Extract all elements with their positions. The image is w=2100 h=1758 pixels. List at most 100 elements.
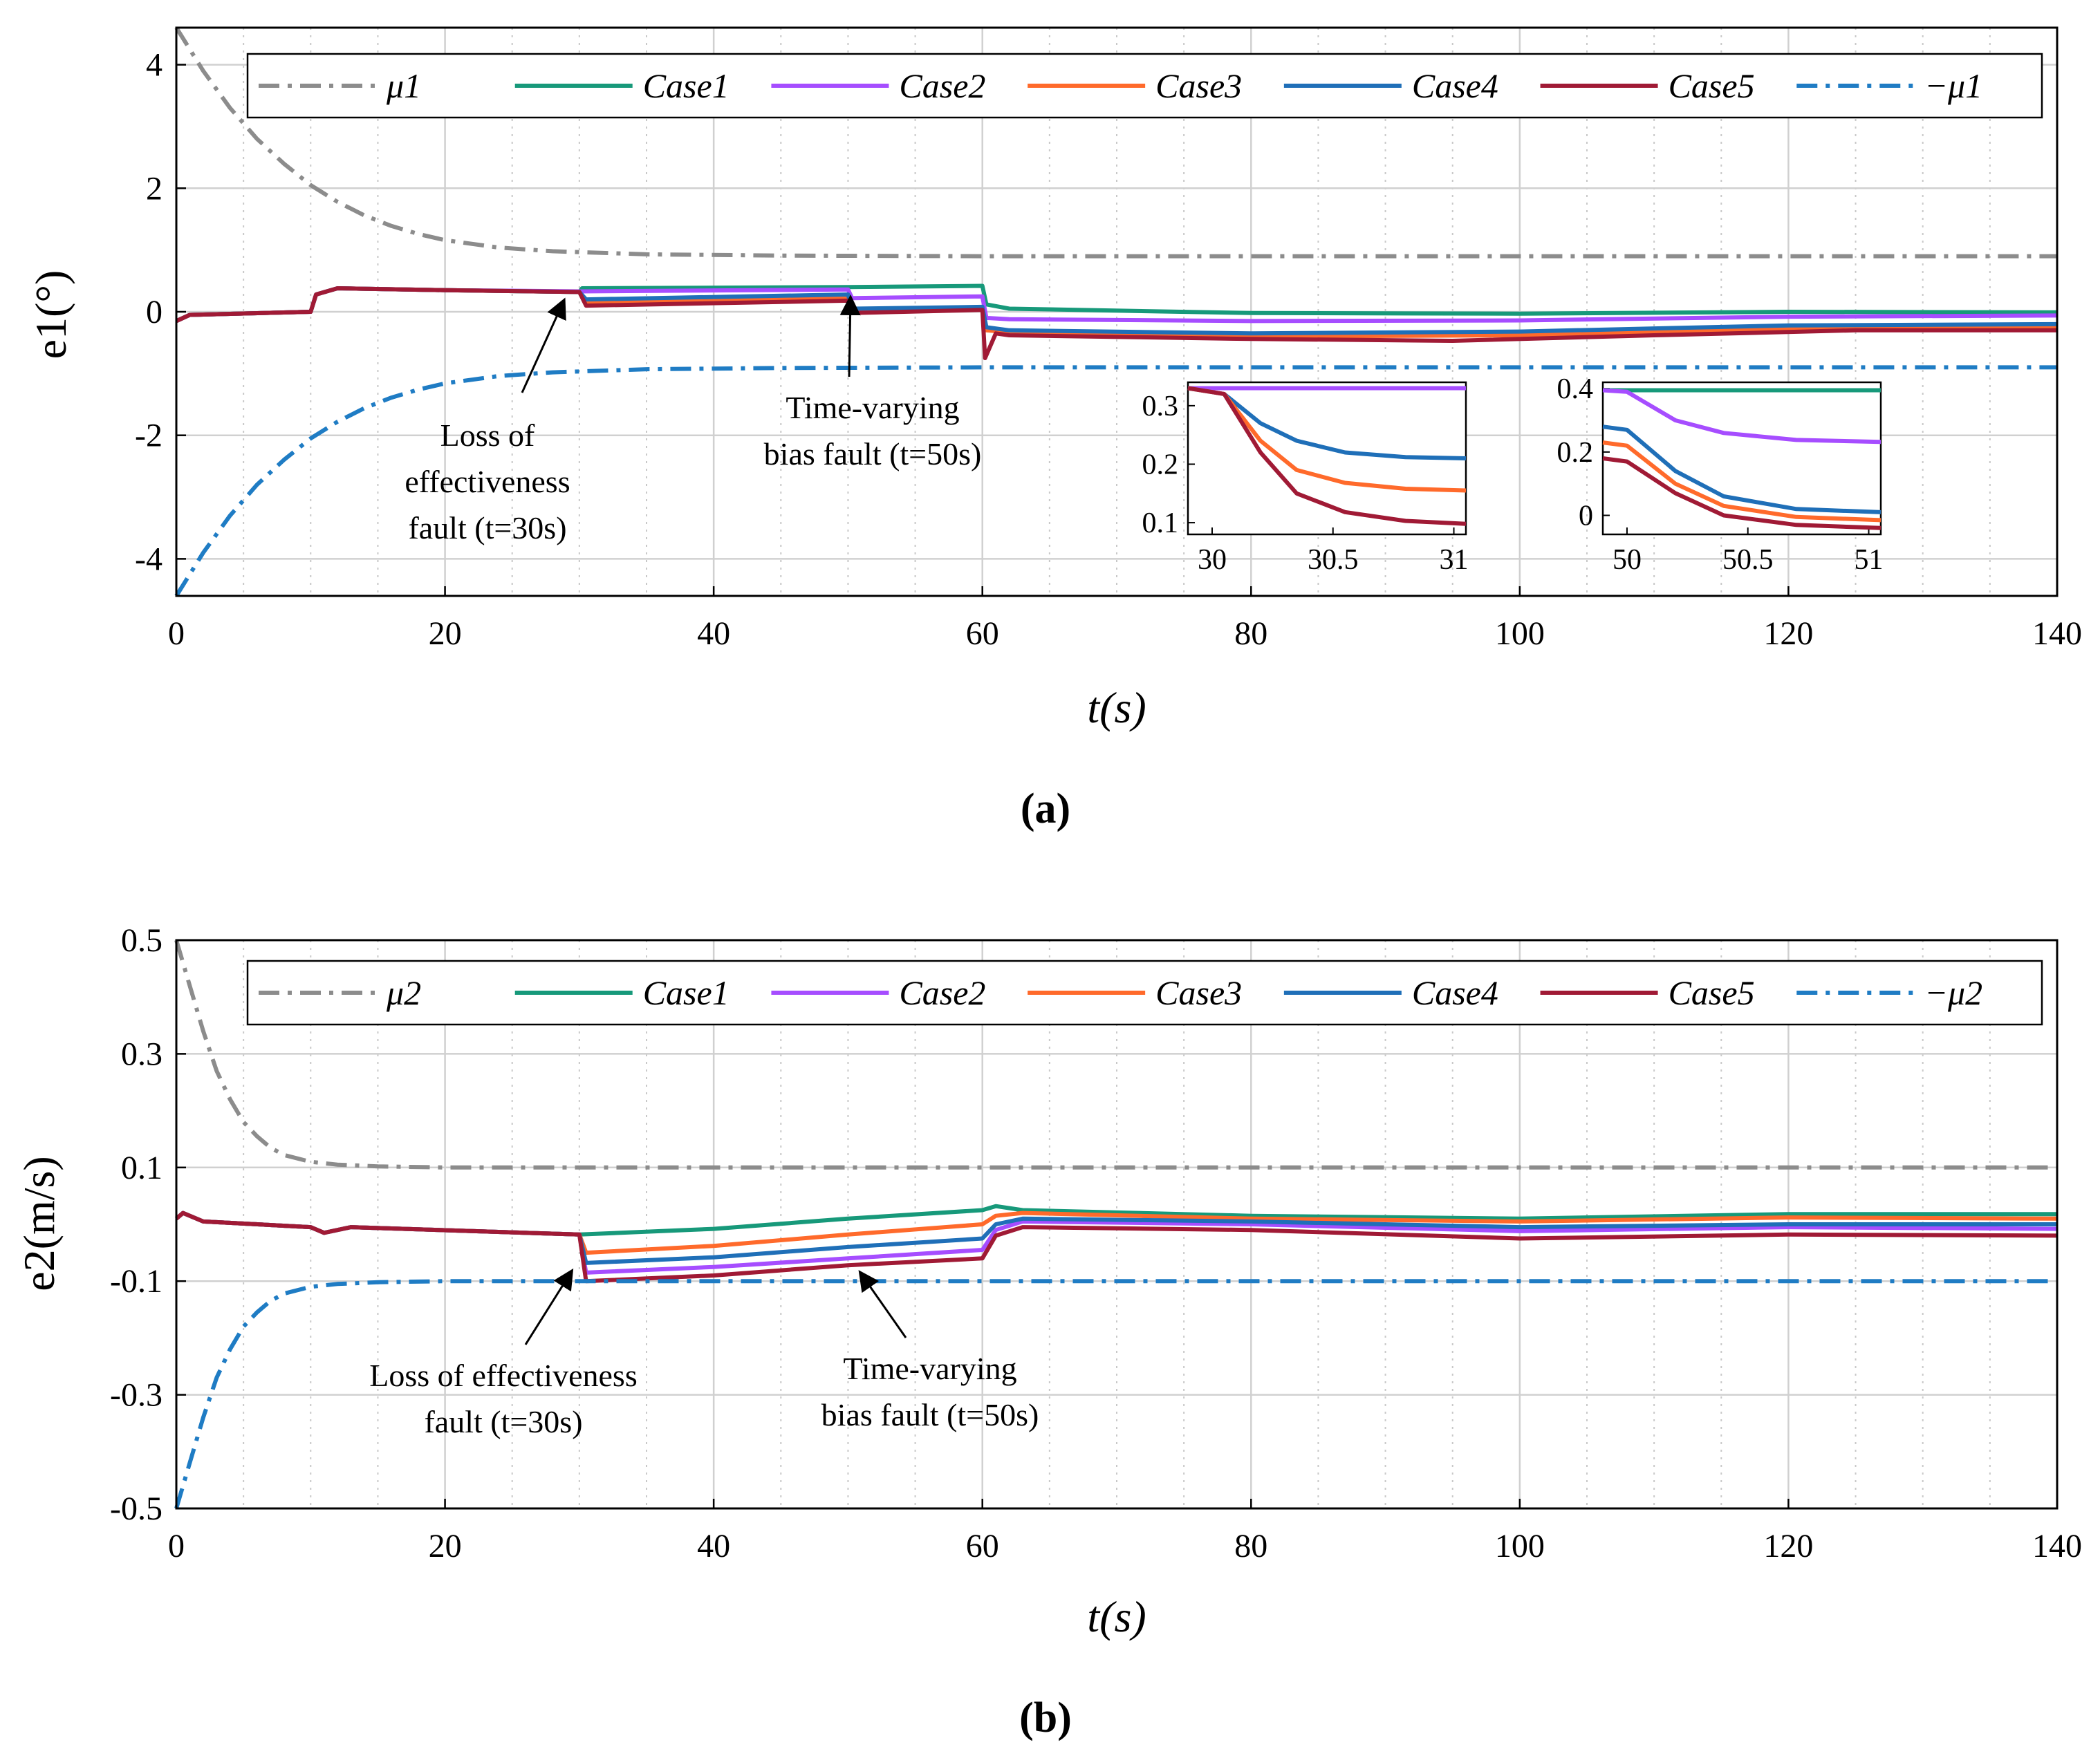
inset-y-tick-label: 0.3 — [1142, 391, 1179, 422]
series-line-mu — [174, 939, 2057, 1170]
y-tick-label: -0.3 — [110, 1377, 162, 1414]
legend-label-mu: μ1 — [386, 66, 421, 105]
inset-y-tick-label: 0.1 — [1142, 507, 1179, 539]
legend-label-mu: μ2 — [386, 973, 421, 1012]
x-axis-label-a: t(s) — [1087, 683, 1146, 732]
legend-label-neg_mu: −μ2 — [1924, 973, 1982, 1012]
inset-x-tick-label: 31 — [1440, 544, 1469, 576]
annotation-line: Time-varying — [843, 1351, 1016, 1386]
x-tick-label: 0 — [168, 1528, 185, 1564]
series-group-b — [174, 939, 2058, 1509]
chart-panel-b: 0 20 40 60 80 100 120 140 -0.5 -0.3 -0.1 0.1 0.3 0.5… — [15, 922, 2082, 1641]
y-tick-labels-a: -4 -2 0 2 4 — [135, 47, 186, 577]
caption-b: (b) — [1019, 1694, 1072, 1741]
chart-panel-a: 0 20 40 60 80 100 120 140 -4 -2 0 2 4 t(s) e1(°) Lo… — [26, 26, 2082, 732]
annotation-bias-a: Time-varying bias fault (t=50s) — [764, 294, 982, 471]
x-tick-label: 140 — [2032, 1528, 2082, 1564]
y-tick-label: 0.3 — [121, 1036, 162, 1072]
x-tick-label: 60 — [966, 615, 999, 652]
inset-series-line-case5 — [1602, 456, 1881, 530]
legend-label-case3: Case3 — [1155, 973, 1242, 1012]
annotation-arrow — [839, 294, 861, 377]
x-tick-label: 20 — [429, 1528, 462, 1564]
y-tick-label: -4 — [135, 541, 162, 577]
legend-label-neg_mu: −μ1 — [1924, 66, 1982, 105]
legend-label-case4: Case4 — [1412, 66, 1498, 105]
annotation-line: bias fault (t=50s) — [764, 436, 982, 471]
caption-a: (a) — [1021, 785, 1070, 832]
x-tick-label: 140 — [2032, 615, 2082, 652]
inset-x-tick-label: 50.5 — [1722, 544, 1774, 576]
y-tick-label: -0.1 — [110, 1263, 162, 1300]
annotation-loss-a: Loss of effectiveness fault (t=30s) — [405, 297, 570, 545]
x-tick-labels-a: 0 20 40 60 80 100 120 140 — [168, 586, 2082, 652]
inset-y-tick-label: 0.2 — [1557, 437, 1594, 469]
inset-y-tick-label: 0.4 — [1557, 373, 1594, 405]
legend-label-case5: Case5 — [1669, 66, 1755, 105]
legend-b: μ2 Case1 Case2 Case3 Case4 Case5 −μ2 — [246, 960, 2043, 1026]
x-axis-label-b: t(s) — [1087, 1592, 1146, 1641]
annotation-arrow — [521, 297, 566, 393]
x-tick-label: 80 — [1234, 1528, 1267, 1564]
annotation-line: Loss of — [440, 418, 535, 453]
inset-series-line-case4 — [1602, 424, 1881, 514]
annotation-line: Time-varying — [786, 390, 959, 425]
x-tick-label: 120 — [1763, 615, 1813, 652]
inset-y-tick-label: 0 — [1579, 501, 1593, 532]
x-tick-label: 40 — [697, 1528, 730, 1564]
annotation-line: effectiveness — [405, 464, 570, 499]
plot-frame-b — [175, 939, 2059, 1510]
y-tick-label: 2 — [146, 170, 162, 207]
annotation-line: Loss of effectiveness — [369, 1358, 637, 1393]
y-tick-label: 4 — [146, 47, 162, 84]
annotation-arrow — [524, 1268, 574, 1345]
annotation-line: bias fault (t=50s) — [821, 1397, 1039, 1432]
y-tick-label: -0.5 — [110, 1490, 162, 1527]
x-tick-label: 100 — [1495, 615, 1545, 652]
annotation-line: fault (t=30s) — [424, 1404, 582, 1439]
x-tick-label: 80 — [1234, 615, 1267, 652]
legend-label-case5: Case5 — [1669, 973, 1755, 1012]
inset-x-tick-label: 50 — [1613, 544, 1642, 576]
legend-label-case3: Case3 — [1155, 66, 1242, 105]
y-tick-label: 0.1 — [121, 1150, 162, 1186]
inset-zoom-50s: 50 50.5 51 0 0.2 0.4 — [1557, 373, 1884, 576]
annotation-line: fault (t=30s) — [408, 510, 566, 545]
annotation-bias-b: Time-varying bias fault (t=50s) — [821, 1270, 1039, 1432]
inset-x-tick-label: 30.5 — [1308, 544, 1359, 576]
x-tick-label: 40 — [697, 615, 730, 652]
y-tick-labels-b: -0.5 -0.3 -0.1 0.1 0.3 0.5 — [110, 922, 186, 1527]
inset-x-tick-label: 30 — [1198, 544, 1227, 576]
y-tick-label: -2 — [135, 418, 162, 454]
series-line-neg_mu — [174, 1279, 2057, 1509]
series-line-case5 — [175, 1210, 2058, 1284]
annotation-arrow — [858, 1270, 907, 1338]
x-tick-label: 120 — [1763, 1528, 1813, 1564]
x-tick-labels-b: 0 20 40 60 80 100 120 140 — [168, 1499, 2082, 1564]
legend-label-case2: Case2 — [899, 66, 985, 105]
y-axis-label-a: e1(°) — [26, 270, 75, 359]
legend-label-case4: Case4 — [1412, 973, 1498, 1012]
y-tick-label: 0.5 — [121, 922, 162, 959]
annotation-loss-b: Loss of effectiveness fault (t=30s) — [369, 1268, 638, 1439]
inset-series-line-case5 — [1187, 386, 1467, 526]
inset-series-line-case2 — [1602, 388, 1881, 445]
y-tick-label: 0 — [146, 294, 162, 330]
inset-series-line-case3 — [1602, 440, 1881, 523]
inset-zoom-30s: 30 30.5 31 0.1 0.2 0.3 — [1142, 381, 1469, 576]
x-tick-label: 60 — [966, 1528, 999, 1564]
inset-x-tick-label: 51 — [1855, 544, 1884, 576]
x-tick-label: 0 — [168, 615, 185, 652]
x-tick-label: 20 — [429, 615, 462, 652]
legend-label-case1: Case1 — [643, 66, 730, 105]
legend-label-case2: Case2 — [899, 973, 985, 1012]
x-tick-label: 100 — [1495, 1528, 1545, 1564]
legend-a: μ1 Case1 Case2 Case3 Case4 Case5 −μ1 — [246, 53, 2043, 119]
series-line-mu — [174, 26, 2057, 259]
inset-y-tick-label: 0.2 — [1142, 449, 1179, 480]
legend-label-case1: Case1 — [643, 973, 730, 1012]
series-line-neg_mu — [174, 365, 2057, 597]
series-group-a — [174, 26, 2058, 597]
y-axis-label-b: e2(m/s) — [15, 1156, 64, 1291]
